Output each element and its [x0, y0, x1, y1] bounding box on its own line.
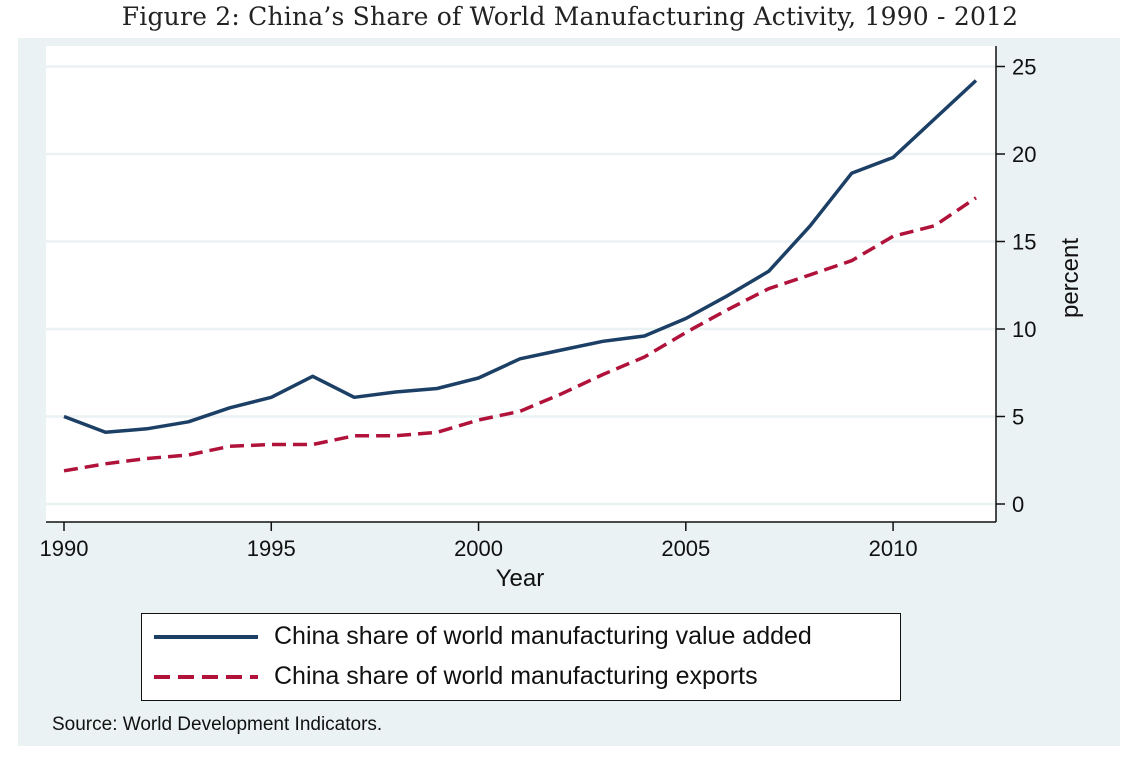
axes [46, 46, 1005, 531]
tick-labels: 1990 1995 2000 2005 2010 0 5 10 15 20 25 [40, 55, 1037, 562]
x-tick-label-2005: 2005 [661, 536, 710, 561]
legend-label-exports: China share of world manufacturing expor… [274, 662, 758, 690]
x-tick-label-2010: 2010 [869, 536, 918, 561]
legend-label-value-added: China share of world manufacturing value… [274, 622, 812, 650]
series-lines [63, 79, 978, 473]
y-tick-label-15: 15 [1012, 230, 1036, 255]
y-tick-label-0: 0 [1012, 492, 1024, 517]
legend-item-value-added: China share of world manufacturing value… [142, 618, 900, 656]
legend-swatch-dashed [154, 675, 258, 679]
y-tick-label-10: 10 [1012, 317, 1036, 342]
chart-legend: China share of world manufacturing value… [141, 613, 901, 701]
legend-item-exports: China share of world manufacturing expor… [142, 658, 900, 696]
plot-area [46, 46, 996, 522]
figure-title: Figure 2: China’s Share of World Manufac… [121, 2, 1019, 31]
series-line-exports [63, 196, 977, 473]
y-axis-title: percent [1057, 238, 1084, 318]
x-axis-title: Year [496, 565, 545, 592]
source-note: Source: World Development Indicators. [52, 714, 383, 735]
series-line-value-added [63, 79, 978, 435]
x-tick-label-1990: 1990 [40, 536, 89, 561]
y-tick-label-5: 5 [1012, 405, 1024, 430]
x-tick-label-2000: 2000 [454, 536, 503, 561]
y-tick-label-25: 25 [1012, 55, 1036, 80]
gridlines [46, 65, 996, 506]
legend-swatch-solid [154, 635, 258, 639]
y-tick-label-20: 20 [1012, 142, 1036, 167]
line-chart: 1990 1995 2000 2005 2010 0 5 10 15 20 25 Year perc… [40, 46, 1084, 592]
x-tick-label-1995: 1995 [247, 536, 296, 561]
